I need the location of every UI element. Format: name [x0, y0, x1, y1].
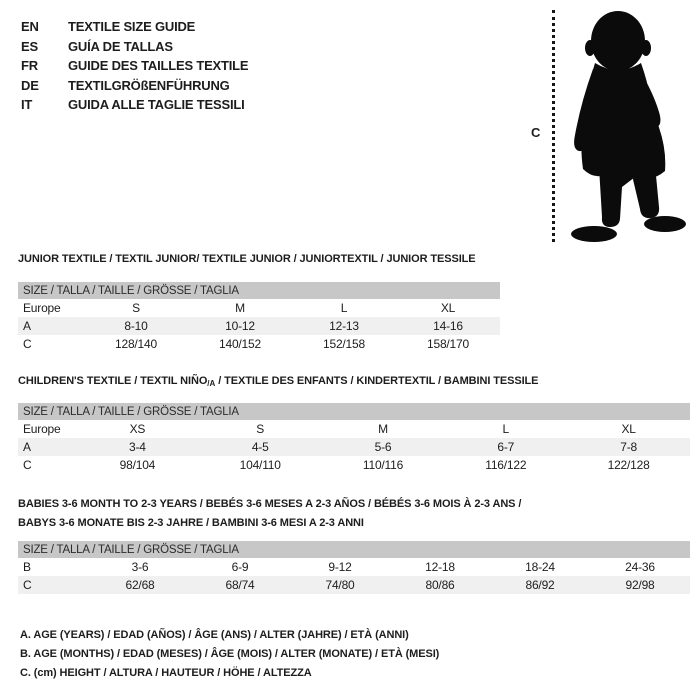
cell: 14-16: [433, 319, 463, 333]
cell: 10-12: [225, 319, 255, 333]
lang-title: TEXTILE SIZE GUIDE: [68, 19, 196, 35]
cell: 7-8: [620, 440, 637, 454]
lang-title: GUIDA ALLE TAGLIE TESSILI: [68, 97, 245, 113]
babies-size-table: SIZE / TALLA / TAILLE / GRÖSSE / TAGLIA …: [18, 541, 690, 594]
table-header-row: Europe XS S M L XL: [18, 420, 690, 438]
cell: 3-6: [131, 560, 149, 574]
cell: 4-5: [251, 440, 269, 454]
cell: 140/152: [219, 337, 261, 351]
cell: 68/74: [225, 578, 255, 592]
row-label: A: [23, 440, 31, 454]
table-row-c: C 128/140 140/152 152/158 158/170: [18, 335, 500, 353]
table-row-b: B 3-6 6-9 9-12 12-18 18-24 24-36: [18, 558, 690, 576]
height-measure-dotted-line: [552, 10, 555, 242]
footnote-b: B. AGE (MONTHS) / EDAD (MESES) / ÂGE (MO…: [20, 648, 440, 660]
footnotes: A. AGE (YEARS) / EDAD (AÑOS) / ÂGE (ANS)…: [20, 626, 439, 683]
col-header-s: S: [256, 422, 265, 436]
cell: 86/92: [525, 578, 555, 592]
lang-code: DE: [21, 77, 39, 93]
col-header-m: M: [378, 422, 388, 436]
cell: 98/104: [119, 458, 156, 472]
cell: 9-12: [328, 560, 352, 574]
babies-title-line1: BABIES 3-6 MONTH TO 2-3 YEARS / BEBÉS 3-…: [18, 498, 522, 510]
cell: 152/158: [323, 337, 365, 351]
cell: 128/140: [115, 337, 157, 351]
language-list: EN TEXTILE SIZE GUIDE ES GUÍA DE TALLAS …: [21, 17, 249, 115]
children-section-title: CHILDREN'S TEXTILE / TEXTIL NIÑO/A / TEX…: [18, 372, 538, 393]
babies-section-title: BABIES 3-6 MONTH TO 2-3 YEARS / BEBÉS 3-…: [18, 495, 521, 533]
cell: 6-7: [497, 440, 515, 454]
cell: 116/122: [485, 458, 527, 472]
col-header-europe: Europe: [23, 301, 61, 315]
lang-title: GUIDE DES TAILLES TEXTILE: [68, 58, 249, 74]
cell: 122/128: [607, 458, 650, 472]
children-size-table: SIZE / TALLA / TAILLE / GRÖSSE / TAGLIA …: [18, 403, 690, 474]
babies-title-line2: BABYS 3-6 MONATE BIS 2-3 JAHRE / BAMBINI…: [18, 517, 364, 529]
lang-title: TEXTILGRÖßENFÜHRUNG: [68, 77, 230, 93]
col-header-m: M: [235, 301, 245, 315]
col-header-s: S: [132, 301, 140, 315]
col-header-l: L: [340, 301, 348, 315]
row-label: C: [23, 458, 32, 472]
size-bar: SIZE / TALLA / TAILLE / GRÖSSE / TAGLIA: [18, 403, 690, 420]
col-header-xs: XS: [129, 422, 146, 436]
size-bar-label: SIZE / TALLA / TAILLE / GRÖSSE / TAGLIA: [23, 543, 239, 556]
cell: 5-6: [374, 440, 392, 454]
row-label: B: [23, 560, 31, 574]
col-header-xl: XL: [621, 422, 636, 436]
cell: 158/170: [427, 337, 469, 351]
row-label: C: [23, 337, 32, 351]
cell: 74/80: [325, 578, 355, 592]
children-title-part2: / TEXTILE DES ENFANTS / KINDERTEXTIL / B…: [215, 375, 539, 387]
lang-code: FR: [21, 58, 38, 74]
lang-row-de: DE TEXTILGRÖßENFÜHRUNG: [21, 76, 248, 96]
table-row-a: A 3-4 4-5 5-6 6-7 7-8: [18, 438, 690, 456]
table-header-row: Europe S M L XL: [18, 299, 500, 317]
cell: 80/86: [425, 578, 455, 592]
cell: 24-36: [625, 560, 655, 574]
table-row-c: C 98/104 104/110 110/116 116/122 122/128: [18, 456, 690, 474]
cell: 8-10: [124, 319, 148, 333]
cell: 62/68: [125, 578, 155, 592]
cell: 12-13: [329, 319, 359, 333]
cell: 92/98: [625, 578, 655, 592]
children-title-part1: CHILDREN'S TEXTILE / TEXTIL NIÑO: [18, 375, 208, 387]
lang-row-es: ES GUÍA DE TALLAS: [21, 37, 248, 57]
footnote-a: A. AGE (YEARS) / EDAD (AÑOS) / ÂGE (ANS)…: [20, 629, 409, 641]
height-measure-label: C: [531, 125, 541, 140]
table-row-c: C 62/68 68/74 74/80 80/86 86/92 92/98: [18, 576, 690, 594]
size-bar-label: SIZE / TALLA / TAILLE / GRÖSSE / TAGLIA: [23, 284, 239, 297]
toddler-silhouette-image: [571, 11, 686, 242]
col-header-xl: XL: [440, 301, 456, 315]
footnote-c: C. (cm) HEIGHT / ALTURA / HAUTEUR / HÖHE…: [20, 667, 312, 679]
row-label: A: [23, 319, 31, 333]
col-header-europe: Europe: [23, 422, 61, 436]
cell: 104/110: [239, 458, 281, 472]
junior-section-title: JUNIOR TEXTILE / TEXTIL JUNIOR/ TEXTILE …: [18, 253, 476, 265]
lang-code: EN: [21, 19, 39, 35]
junior-size-table: SIZE / TALLA / TAILLE / GRÖSSE / TAGLIA …: [18, 282, 500, 353]
lang-code: ES: [21, 38, 38, 54]
lang-code: IT: [21, 97, 33, 113]
lang-row-it: IT GUIDA ALLE TAGLIE TESSILI: [21, 95, 248, 115]
cell: 3-4: [129, 440, 146, 454]
cell: 6-9: [231, 560, 249, 574]
lang-row-fr: FR GUIDE DES TAILLES TEXTILE: [21, 56, 249, 76]
cell: 110/116: [362, 458, 404, 472]
lang-title: GUÍA DE TALLAS: [68, 38, 173, 54]
size-bar-label: SIZE / TALLA / TAILLE / GRÖSSE / TAGLIA: [23, 405, 239, 418]
table-row-a: A 8-10 10-12 12-13 14-16: [18, 317, 500, 335]
size-bar: SIZE / TALLA / TAILLE / GRÖSSE / TAGLIA: [18, 282, 500, 299]
cell: 18-24: [525, 560, 555, 574]
col-header-l: L: [502, 422, 510, 436]
lang-row-en: EN TEXTILE SIZE GUIDE: [21, 17, 248, 37]
children-title-sub: /A: [207, 379, 216, 388]
cell: 12-18: [425, 560, 455, 574]
row-label: C: [23, 578, 32, 592]
size-bar: SIZE / TALLA / TAILLE / GRÖSSE / TAGLIA: [18, 541, 690, 558]
